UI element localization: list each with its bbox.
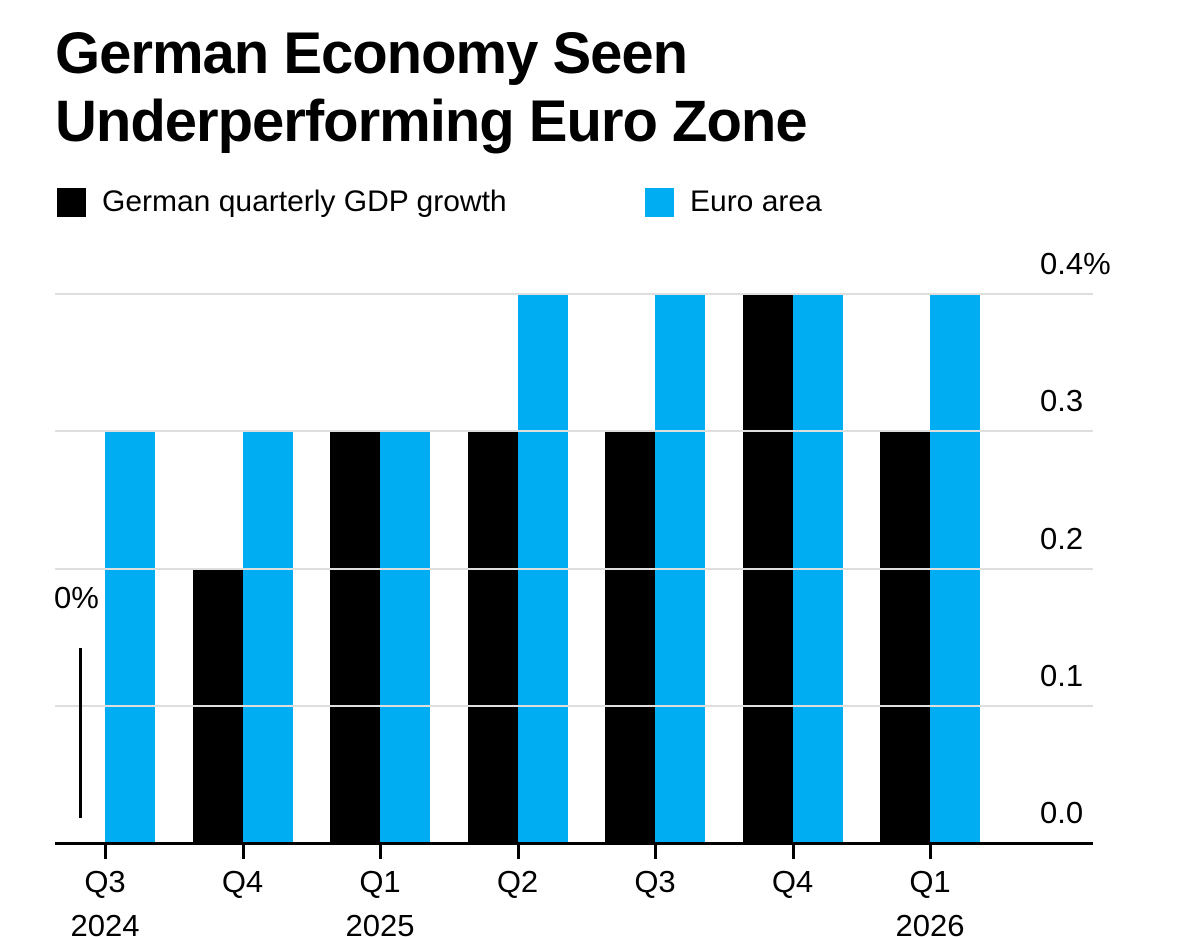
x-axis-year-label: 2026 xyxy=(895,908,965,937)
y-axis-tick-label: 0.3 xyxy=(1040,383,1084,419)
y-axis-tick-label: 0.2 xyxy=(1040,520,1084,556)
x-axis-tick-label: Q3 xyxy=(634,864,676,899)
bar-euro-area xyxy=(380,431,430,843)
zero-annotation-label: 0% xyxy=(54,580,99,615)
x-axis-year-label: 2025 xyxy=(345,908,415,937)
x-axis-tick-mark xyxy=(379,843,382,859)
x-axis-tick-mark xyxy=(654,843,657,859)
x-axis-tick-mark xyxy=(241,843,245,859)
gridline xyxy=(55,293,1093,295)
bar-german-gdp xyxy=(880,431,930,843)
x-axis-tick-mark xyxy=(516,843,520,859)
gridline xyxy=(55,567,1093,570)
x-axis-tick-mark xyxy=(791,843,795,859)
chart-title: German Economy Seen Underperforming Euro… xyxy=(55,20,808,156)
x-axis-year-label: 2024 xyxy=(70,908,140,937)
y-axis-tick-label: 0.1 xyxy=(1040,657,1084,693)
x-axis-baseline xyxy=(55,842,1093,845)
bar-german-gdp xyxy=(330,431,380,843)
x-axis-tick-label: Q4 xyxy=(771,864,814,899)
zero-annotation-leader-line xyxy=(79,648,82,818)
y-axis-tick-label: 0.0 xyxy=(1040,795,1084,830)
chart-title-line-2: Underperforming Euro Zone xyxy=(55,89,808,154)
x-axis-tick-label: Q3 xyxy=(84,864,126,899)
legend-label-german-gdp: German quarterly GDP growth xyxy=(102,185,507,218)
x-axis-tick-mark xyxy=(104,843,107,859)
legend-swatch-euro-area xyxy=(645,187,674,217)
legend-item-euro-area: Euro area xyxy=(645,186,822,218)
chart-title-line-1: German Economy Seen xyxy=(55,21,688,86)
legend-label-euro-area: Euro area xyxy=(690,185,822,218)
x-axis-tick-label: Q1 xyxy=(909,864,951,899)
bar-euro-area xyxy=(105,431,155,843)
y-axis-tick-label: 0.4% xyxy=(1040,246,1111,281)
gridline xyxy=(55,704,1093,707)
x-axis-tick-mark xyxy=(929,843,932,859)
legend-item-german-gdp: German quarterly GDP growth xyxy=(57,186,507,218)
gridline xyxy=(55,430,1093,433)
x-axis-tick-label: Q2 xyxy=(496,864,539,899)
bar-german-gdp xyxy=(467,431,518,843)
x-axis-tick-label: Q1 xyxy=(359,864,401,899)
bar-euro-area xyxy=(242,431,293,843)
bar-german-gdp xyxy=(605,431,655,843)
legend-swatch-german-gdp xyxy=(57,187,86,217)
x-axis-tick-label: Q4 xyxy=(221,864,264,899)
